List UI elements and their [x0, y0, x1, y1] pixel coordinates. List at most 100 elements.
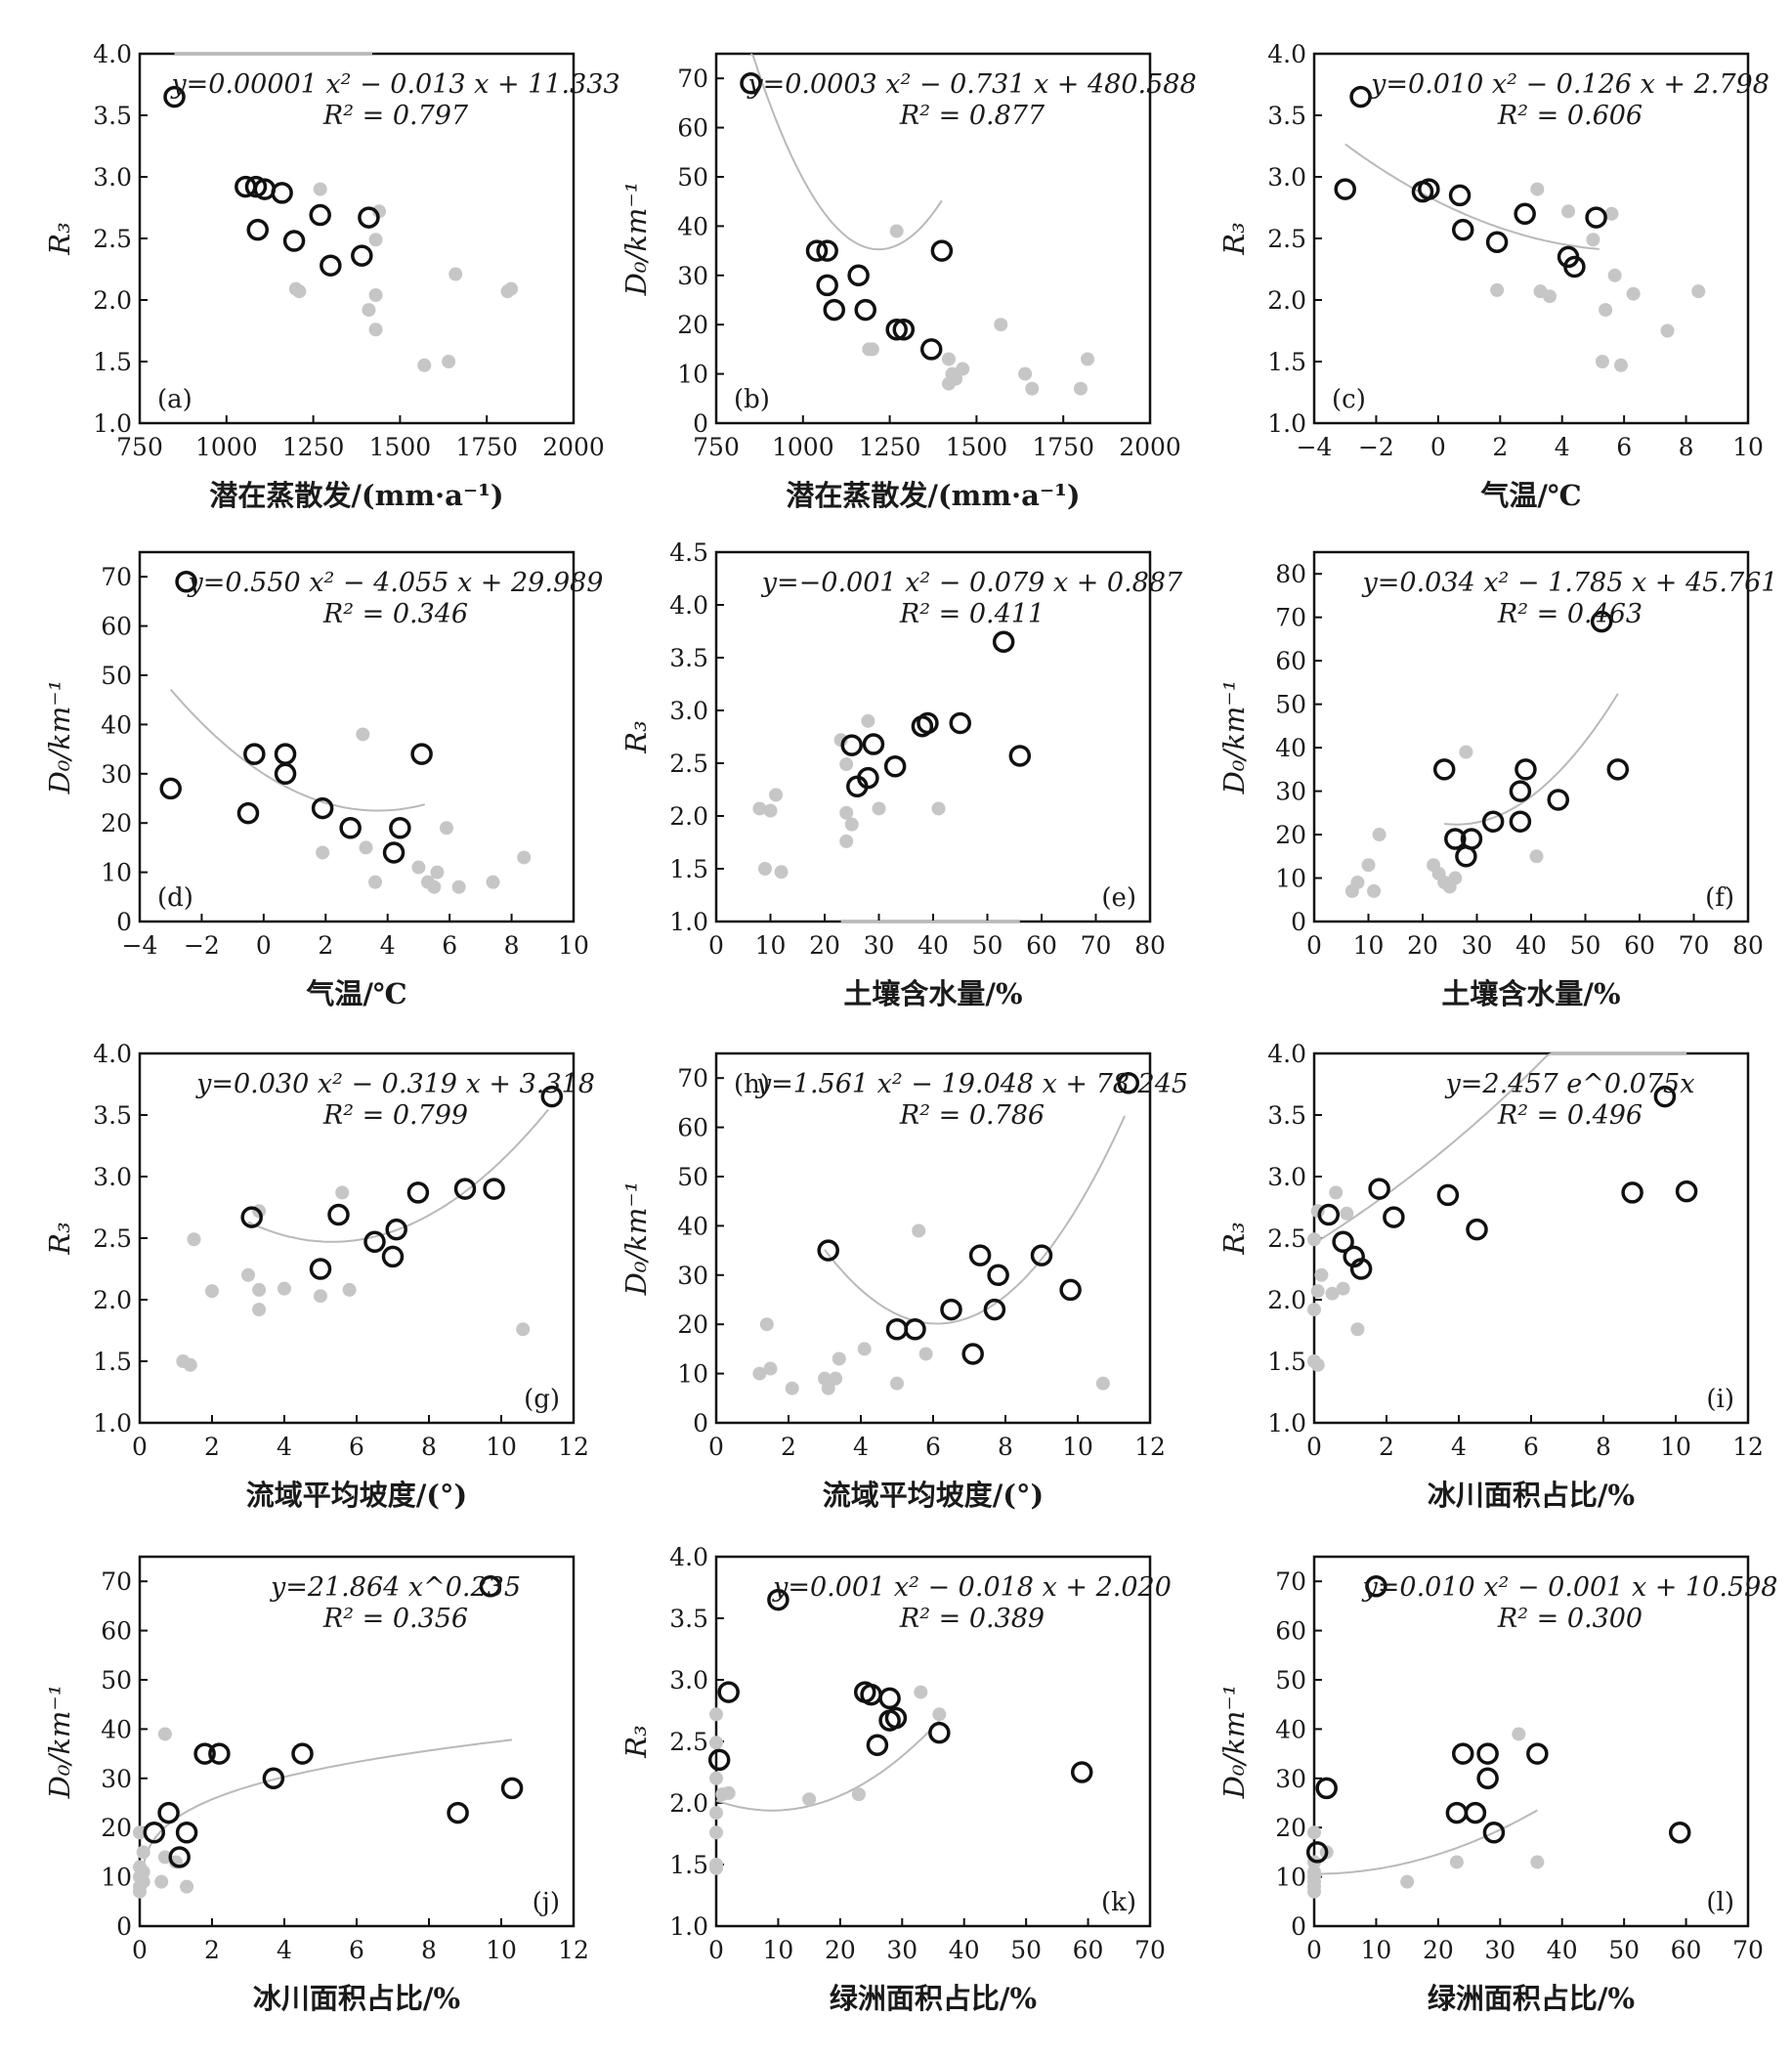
data-point-hollow [866, 1734, 889, 1757]
data-point-gray [252, 1282, 267, 1297]
data-point-hollow [740, 71, 762, 95]
data-point-hollow [363, 1230, 386, 1254]
y-tick-label: 40 [101, 1715, 132, 1743]
y-tick-label: 1.0 [669, 1912, 708, 1941]
data-point-hollow [1445, 1801, 1469, 1824]
data-point-gray [411, 860, 426, 875]
data-point-gray [918, 1347, 933, 1361]
x-tick-label: 0 [1430, 433, 1446, 461]
fit-curve [749, 53, 943, 251]
x-tick-label: 750 [693, 433, 740, 461]
data-point-hollow [159, 777, 182, 800]
x-axis-label: 土壤含水量/% [843, 977, 1022, 1010]
r-squared: R² = 0.797 [322, 101, 469, 131]
data-point-gray [709, 1806, 723, 1821]
data-point-gray [451, 879, 466, 894]
data-point-gray [430, 865, 445, 879]
y-axis-label: D₀/km⁻¹ [43, 1685, 76, 1800]
x-tick-label: 50 [1570, 931, 1601, 960]
data-point-gray [205, 1284, 219, 1299]
x-tick-label: −2 [1358, 433, 1394, 461]
data-point-hollow [479, 1574, 502, 1598]
data-point-gray [356, 727, 370, 742]
y-tick-label: 10 [1275, 865, 1306, 893]
y-tick-label: 3.5 [1267, 102, 1306, 130]
panel-h: 0 2 4 6 8 10 12 0 10 20 30 40 50 60 70 流域平均坡度/(°) D₀/km⁻… [619, 1051, 1188, 1512]
x-tick-label: −4 [122, 931, 158, 960]
y-tick-label: 1.5 [93, 1348, 132, 1376]
y-tick-label: 1.0 [669, 908, 708, 936]
data-point-hollow [168, 1846, 191, 1868]
data-point-gray [1561, 204, 1576, 219]
panel-d: −4 −2 0 2 4 6 8 10 0 10 20 30 40 50 60 70 气温/℃ D₀/km⁻¹ y=0… [43, 550, 603, 1010]
data-point-gray [829, 1371, 843, 1386]
data-point-gray [1310, 1357, 1325, 1372]
x-tick-label: 2 [781, 1433, 796, 1461]
y-tick-label: 70 [101, 563, 132, 591]
data-point-gray [362, 303, 376, 318]
x-tick-label: 50 [1608, 1936, 1640, 1964]
data-point-gray [1529, 849, 1544, 864]
data-point-gray [1350, 875, 1365, 889]
x-tick-label: 2 [204, 1433, 220, 1461]
y-tick-label: 60 [1275, 1617, 1306, 1646]
y-tick-label: 1.0 [1267, 1409, 1306, 1437]
y-tick-label: 40 [1275, 1715, 1306, 1743]
x-tick-label: 1750 [455, 433, 518, 461]
data-point-gray [1372, 828, 1387, 842]
data-point-hollow [1317, 1203, 1341, 1226]
data-point-gray [1018, 366, 1033, 381]
r-squared: R² = 0.786 [899, 1100, 1045, 1131]
data-point-hollow [983, 1298, 1006, 1321]
data-point-gray [1340, 1206, 1354, 1221]
data-point-hollow [1368, 1178, 1390, 1200]
data-point-hollow [847, 264, 870, 287]
y-tick-label: 60 [677, 114, 708, 143]
y-tick-label: 3.5 [1267, 1101, 1306, 1130]
y-tick-label: 1.0 [1267, 409, 1306, 438]
y-tick-label: 2.5 [1267, 1224, 1306, 1253]
panel-a: 750 1000 1250 1500 1750 2000 1.0 1.5 2.0 2.5 3.0 3.… [43, 40, 620, 512]
data-point-gray [851, 1787, 866, 1802]
y-tick-label: 2.0 [93, 286, 132, 315]
data-point-gray [427, 879, 442, 894]
y-tick-label: 50 [101, 1666, 132, 1694]
x-tick-label: 12 [558, 1936, 589, 1964]
data-point-gray [941, 376, 956, 391]
data-point-gray [1449, 1855, 1464, 1869]
data-point-hollow [1509, 810, 1532, 833]
y-tick-label: 50 [677, 1163, 708, 1191]
data-point-gray [133, 1884, 147, 1899]
x-tick-label: 2000 [1119, 433, 1181, 461]
x-tick-label: 4 [853, 1433, 869, 1461]
data-point-hollow [816, 274, 838, 297]
x-tick-label: 50 [1010, 1936, 1042, 1964]
fit-equation: y=0.010 x² − 0.126 x + 2.798 [1370, 69, 1770, 100]
x-tick-label: 60 [1624, 931, 1655, 960]
x-tick-label: 10 [755, 931, 787, 960]
data-point-gray [956, 362, 970, 376]
data-point-gray [1607, 268, 1622, 282]
y-tick-label: 30 [677, 262, 708, 290]
data-point-hollow [1365, 1574, 1387, 1598]
y-tick-label: 60 [1275, 647, 1306, 675]
data-point-gray [292, 284, 307, 299]
y-tick-label: 30 [101, 1765, 132, 1793]
data-point-hollow [1349, 1258, 1373, 1280]
data-point-hollow [1509, 780, 1532, 802]
data-point-gray [914, 1685, 928, 1699]
data-point-gray [1336, 1281, 1350, 1296]
data-point-hollow [236, 801, 260, 825]
x-tick-label: 0 [1306, 1433, 1322, 1461]
panel-label: (i) [1706, 1385, 1734, 1414]
x-tick-label: 4 [380, 931, 396, 960]
data-point-gray [1307, 1884, 1321, 1899]
x-tick-label: 6 [349, 1433, 364, 1461]
data-point-hollow [311, 796, 334, 820]
y-tick-label: 50 [677, 163, 708, 192]
x-tick-label: 80 [1134, 931, 1166, 960]
x-tick-label: 10 [763, 1936, 794, 1964]
y-tick-label: 0 [1291, 908, 1306, 936]
data-point-gray [368, 287, 383, 302]
x-tick-label: 50 [972, 931, 1003, 960]
